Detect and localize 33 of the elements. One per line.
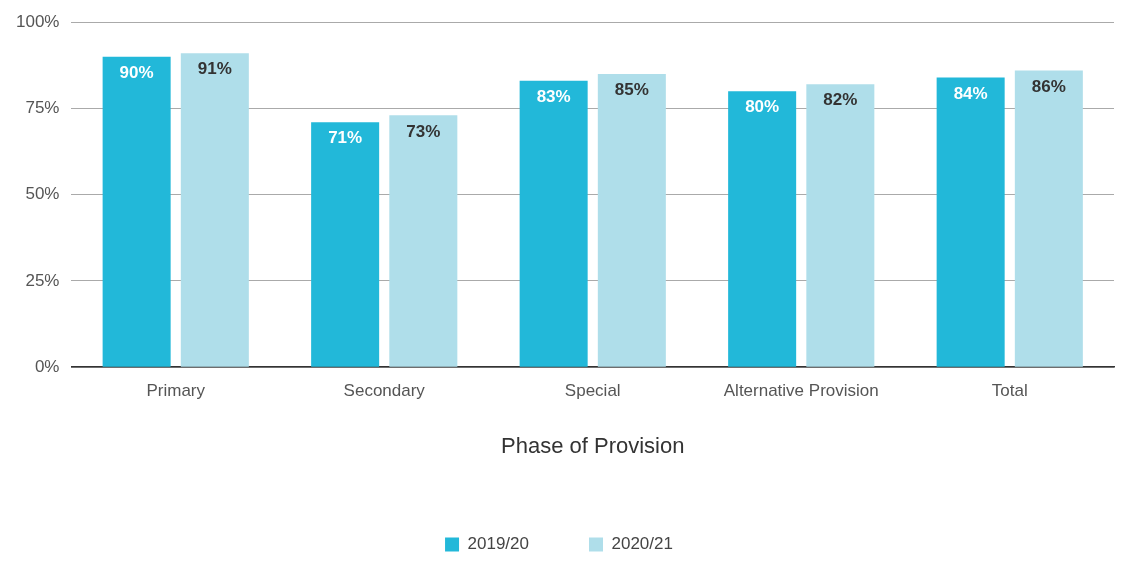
data-label: 71% [328,128,363,148]
x-tick-label: Alternative Provision [723,381,879,401]
bar [728,91,797,367]
legend-label: 2019/20 [467,534,529,554]
x-axis-title: Phase of Provision [501,432,685,458]
x-tick-label: Secondary [343,381,426,401]
y-tick-label: 0% [34,356,60,376]
bar [102,56,171,367]
x-tick-label: Special [564,381,621,401]
bar [389,115,458,367]
y-tick-label: 50% [25,184,60,204]
bar [311,122,380,367]
x-tick-label: Primary [146,381,206,401]
bar [597,73,666,367]
bar [936,77,1005,367]
data-label: 83% [536,87,571,107]
data-label: 90% [119,62,154,82]
data-label: 80% [745,97,780,117]
y-tick-label: 25% [25,270,60,290]
x-tick-label: Total [991,381,1028,401]
y-tick-label: 100% [16,11,60,31]
bar [1014,70,1083,367]
data-label: 86% [1031,76,1066,96]
legend-label: 2020/21 [611,534,673,554]
bar [806,84,875,367]
data-label: 91% [197,59,232,79]
bar [180,53,249,367]
data-label: 82% [823,90,858,110]
data-label: 85% [614,80,649,100]
y-tick-label: 75% [25,98,60,118]
data-label: 84% [953,83,988,103]
data-label: 73% [406,121,441,141]
bar [519,80,588,367]
